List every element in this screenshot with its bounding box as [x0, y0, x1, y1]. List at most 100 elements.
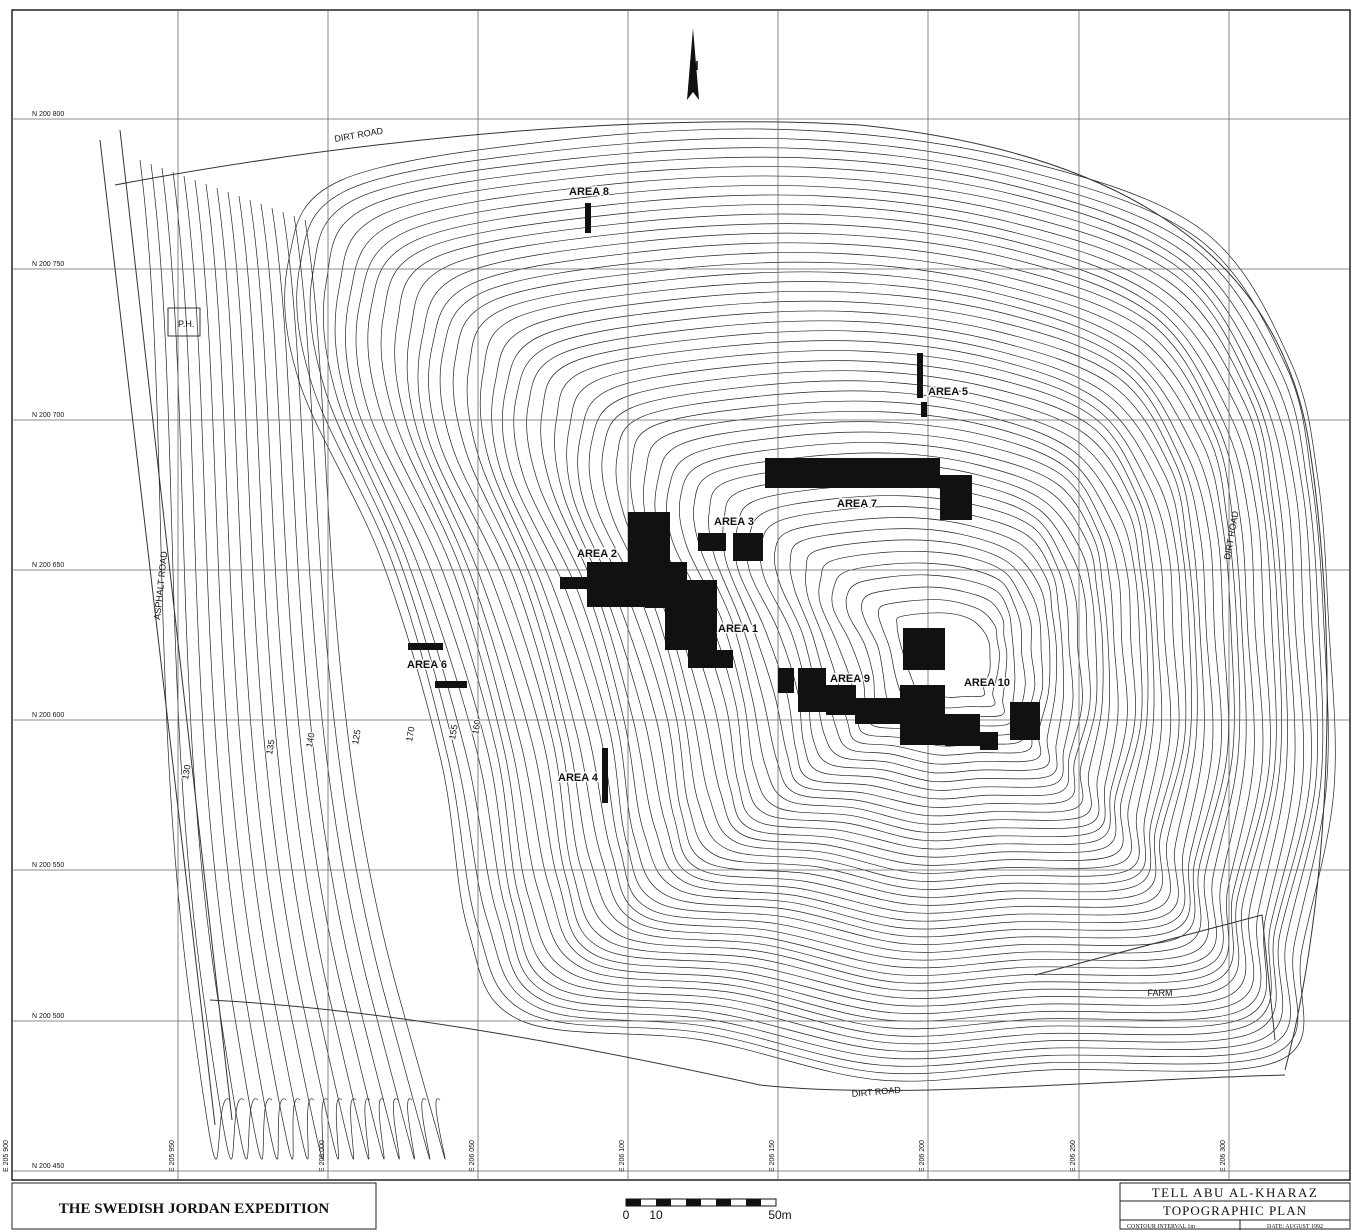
northing-label: N 200 500 — [32, 1013, 64, 1020]
trench — [798, 668, 826, 712]
contour-label: 140 — [304, 732, 316, 749]
expedition-title: THE SWEDISH JORDAN EXPEDITION — [59, 1201, 330, 1217]
trench — [940, 475, 972, 520]
contour-line — [615, 390, 1149, 874]
contour-line — [678, 442, 1111, 833]
contour-line — [861, 586, 1008, 719]
road-edge — [119, 129, 233, 1121]
pump-house — [167, 307, 201, 337]
contour-line — [249, 199, 371, 1160]
contour-line — [845, 574, 1016, 728]
northing-label: N 200 650 — [32, 562, 64, 569]
trench — [585, 203, 591, 233]
area-label: AREA 4 — [558, 772, 599, 784]
scale-bar: 0 10 50m — [623, 1198, 792, 1222]
northing-label: N 200 600 — [32, 712, 64, 719]
contour-label: 130 — [180, 764, 192, 781]
contour-line — [746, 495, 1074, 791]
title-box-left — [11, 1182, 377, 1230]
trench — [826, 685, 856, 715]
trench — [778, 668, 794, 693]
northing-label: N 200 750 — [32, 261, 64, 268]
contour-line — [501, 300, 1214, 946]
farm-label: FARM — [1147, 988, 1172, 998]
road-edge — [209, 999, 1286, 1091]
contour-line — [322, 156, 1318, 1060]
trench — [698, 533, 726, 551]
trench — [980, 732, 998, 750]
contour-line — [139, 159, 231, 1160]
contour-line — [759, 506, 1065, 783]
trench — [688, 650, 733, 668]
road-label: DIRT ROAD — [851, 1085, 901, 1099]
easting-label: E 206 000 — [319, 1140, 326, 1172]
contour-label: 160 — [470, 719, 482, 736]
northing-label: N 200 700 — [32, 412, 64, 419]
trench — [945, 714, 980, 746]
scale-label: 50m — [768, 1208, 791, 1222]
area-label: AREA 10 — [964, 677, 1010, 689]
contour-line — [491, 290, 1222, 953]
easting-label: E 206 200 — [919, 1140, 926, 1172]
trench — [765, 458, 940, 488]
easting-label: E 206 100 — [619, 1140, 626, 1172]
contour-label: 155 — [447, 724, 459, 741]
contour-line — [334, 166, 1312, 1052]
title-box-right — [1119, 1182, 1351, 1230]
contour-line — [878, 599, 1000, 709]
site-name: TELL ABU AL-KHARAZ — [1152, 1185, 1319, 1200]
northing-label: N 200 550 — [32, 862, 64, 869]
northing-label: N 200 800 — [32, 111, 64, 118]
contour-line — [271, 207, 400, 1160]
contour-interval: CONTOUR INTERVAL 1m — [1127, 1224, 1195, 1230]
contour-line — [439, 252, 1247, 984]
area-label: AREA 7 — [837, 498, 877, 510]
contour-line — [355, 185, 1296, 1037]
plan-title: TOPOGRAPHIC PLAN — [1163, 1203, 1307, 1218]
contour-label: 125 — [350, 729, 362, 746]
contour-line — [150, 163, 245, 1160]
contour-line — [693, 452, 1104, 825]
contour-line — [479, 281, 1229, 961]
trench — [628, 512, 670, 562]
area-label: AREA 5 — [928, 386, 968, 398]
easting-label: E 206 250 — [1070, 1140, 1077, 1172]
contour-line — [172, 171, 273, 1160]
contour-line — [805, 539, 1044, 756]
contour-line — [296, 137, 1329, 1075]
road-edge — [99, 139, 216, 1126]
contour-line — [284, 128, 1336, 1082]
farm-outline — [1034, 914, 1276, 1041]
trench — [560, 577, 590, 589]
trench — [1010, 702, 1040, 740]
contour-line — [216, 187, 329, 1160]
contour-line — [773, 517, 1058, 774]
easting-label: E 205 950 — [169, 1140, 176, 1172]
plan-date: DATE: AUGUST 1992 — [1267, 1224, 1323, 1230]
area-label: AREA 1 — [718, 623, 758, 635]
contour-line — [417, 232, 1264, 999]
contour-line — [466, 271, 1235, 969]
contour-line — [293, 215, 431, 1160]
contour-line — [428, 242, 1255, 992]
contour-line — [452, 261, 1241, 976]
area-label: AREA 2 — [577, 548, 617, 560]
contour-label: 170 — [404, 726, 416, 743]
trench — [917, 353, 923, 398]
contour-line — [345, 175, 1305, 1045]
easting-label: E 206 150 — [769, 1140, 776, 1172]
northing-label: N 200 450 — [32, 1163, 64, 1170]
contour-line — [227, 191, 343, 1160]
trench — [665, 580, 717, 650]
area-label: AREA 3 — [714, 516, 754, 528]
scale-label: 10 — [649, 1208, 663, 1222]
contour-line — [304, 219, 446, 1160]
contour-line — [367, 194, 1288, 1030]
features: AREA 1 AREA 2 AREA 3 AREA 4 AREA 5 AREA 6 AREA… — [99, 121, 1328, 1126]
pump-house-label: P.H. — [178, 319, 194, 329]
trench — [903, 628, 945, 670]
contour-line — [194, 179, 301, 1160]
easting-label: E 205 900 — [3, 1140, 10, 1172]
contour-line — [394, 213, 1277, 1015]
contour-line — [818, 550, 1036, 747]
